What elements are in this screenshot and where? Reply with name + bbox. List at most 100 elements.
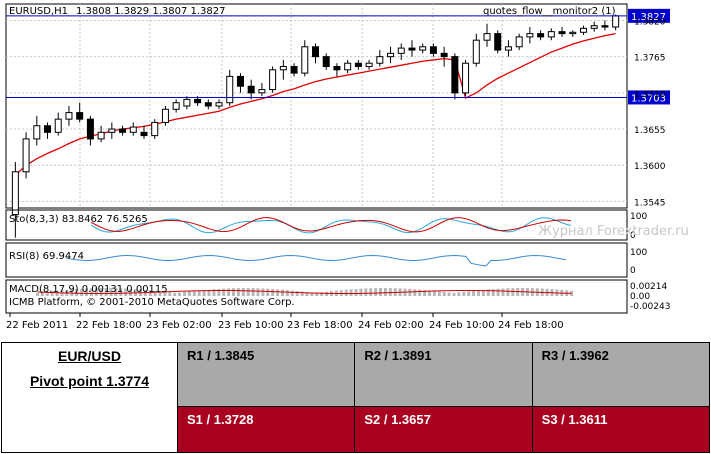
candle — [504, 40, 512, 57]
candle — [183, 96, 191, 110]
macd-bar — [94, 288, 98, 296]
macd-bar — [285, 290, 289, 296]
candle — [108, 122, 116, 139]
macd-bar — [114, 288, 118, 296]
macd-bar — [364, 288, 368, 296]
r3-cell: R3 / 1.3962 — [531, 342, 711, 407]
candle — [344, 59, 352, 74]
r3-label: R3 / 1.3962 — [541, 348, 609, 363]
macd-bar — [104, 288, 108, 296]
candle-body — [54, 118, 62, 133]
time-tick-label: 24 Feb 18:00 — [498, 320, 564, 331]
price-tick-label: 1.3820 — [634, 17, 666, 27]
candle — [290, 63, 298, 77]
macd-bar — [246, 288, 250, 296]
candle — [601, 20, 609, 31]
candle-body — [269, 69, 277, 91]
symbol-label: EURUSD,H1 — [9, 6, 68, 17]
rsi-line — [65, 255, 567, 267]
candle — [22, 132, 30, 179]
macd-bar — [197, 290, 201, 296]
candle-body — [429, 46, 437, 54]
time-tick-label: 23 Feb 02:00 — [146, 320, 212, 331]
candle-body — [119, 128, 127, 133]
candle-body — [462, 62, 470, 94]
macd-bar — [261, 288, 265, 296]
candle-body — [451, 56, 459, 94]
candle — [429, 43, 437, 57]
s1-label: S1 / 1.3728 — [187, 412, 254, 427]
stochastic-scale-bottom: 0 — [630, 231, 636, 241]
candle — [119, 125, 127, 136]
s3-label: S3 / 1.3611 — [541, 412, 608, 427]
candle-body — [494, 33, 502, 51]
stochastic-scale-top: 100 — [630, 212, 647, 222]
rsi-label: RSI(8) 69.9474 — [9, 251, 84, 262]
macd-bar — [124, 288, 128, 296]
indicator-name: quotes_flow__monitor2 (1) — [483, 6, 616, 17]
macd-bar — [442, 291, 446, 296]
macd-bar — [300, 291, 304, 296]
macd-bar — [477, 290, 480, 296]
pivot-row-support: S1 / 1.3728 S2 / 1.3657 S3 / 1.3611 — [2, 406, 711, 453]
candle — [419, 43, 427, 54]
candle-body — [322, 56, 330, 68]
macd-bar — [163, 291, 167, 296]
macd-bar — [222, 288, 226, 296]
candle-body — [526, 33, 534, 38]
macd-bar — [472, 290, 476, 296]
candle — [247, 79, 255, 100]
candle-body — [247, 85, 255, 94]
macd-scale-mid: 0.00 — [630, 292, 650, 302]
macd-bar — [232, 288, 235, 296]
candle-body — [44, 125, 52, 133]
candle — [279, 59, 287, 80]
candle — [440, 46, 448, 67]
macd-label: MACD(8,17,9) 0.00131 0.00115 — [9, 284, 168, 295]
candle-body — [579, 27, 587, 33]
candle — [526, 27, 534, 44]
time-tick-label: 24 Feb 10:00 — [429, 320, 495, 331]
s2-label: S2 / 1.3657 — [364, 412, 431, 427]
r1-cell: R1 / 1.3845 — [176, 342, 356, 407]
candle-body — [279, 66, 287, 71]
upper-level-tag — [628, 8, 670, 23]
candle-body — [65, 112, 73, 120]
macd-bar — [271, 288, 275, 296]
time-tick-label: 24 Feb 02:00 — [358, 320, 424, 331]
macd-bar — [36, 293, 39, 296]
macd-bar — [359, 288, 363, 296]
macd-bar — [217, 288, 221, 296]
candle — [226, 69, 234, 106]
candle-body — [151, 121, 159, 137]
candle-body — [86, 118, 94, 140]
macd-bar — [236, 288, 240, 296]
candle-body — [333, 66, 341, 71]
pivot-point-value: Pivot point 1.3774 — [29, 373, 150, 389]
macd-bar — [99, 288, 103, 296]
candle — [462, 59, 470, 97]
upper-level-tag-label: 1.3827 — [631, 12, 666, 23]
candle — [494, 30, 502, 54]
candle-body — [504, 46, 512, 51]
rsi-panel-frame — [5, 242, 628, 278]
macd-bar — [486, 289, 490, 296]
macd-bar — [241, 288, 245, 296]
candle-body — [387, 52, 395, 58]
candle — [590, 21, 598, 32]
candle — [387, 46, 395, 64]
lower-level-tag-label: 1.3703 — [631, 93, 666, 104]
candle — [451, 53, 459, 100]
macd-bar — [369, 288, 373, 296]
r2-label: R2 / 1.3891 — [364, 348, 432, 363]
macd-bar — [388, 288, 392, 296]
macd-bar — [315, 292, 319, 296]
macd-bar — [212, 289, 216, 296]
candle-body — [569, 31, 577, 35]
price-tick-label: 1.3600 — [634, 162, 666, 172]
price-tick-label: 1.3545 — [634, 198, 666, 208]
candle-body — [419, 46, 427, 51]
macd-bar — [266, 288, 270, 296]
candle-body — [408, 47, 416, 51]
macd-bar — [496, 288, 500, 296]
